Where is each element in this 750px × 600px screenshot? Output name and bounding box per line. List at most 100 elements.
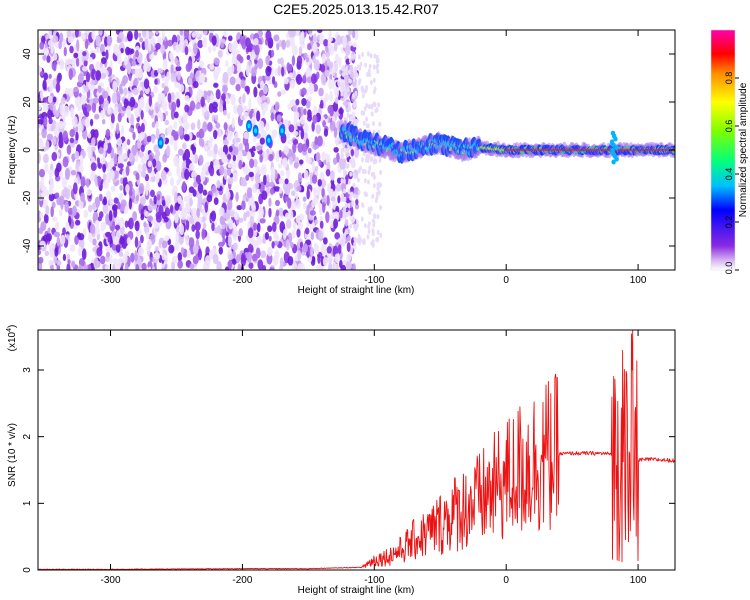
heat-cell bbox=[319, 220, 324, 229]
heat-cell bbox=[336, 34, 342, 46]
heat-cell bbox=[178, 83, 185, 93]
heat-cell bbox=[134, 220, 140, 232]
heat-cell bbox=[230, 64, 235, 74]
heat-cell bbox=[345, 163, 348, 169]
heat-cell bbox=[69, 128, 76, 138]
heat-cell bbox=[298, 46, 303, 56]
heat-cell bbox=[217, 49, 223, 58]
heat-cell bbox=[254, 44, 260, 56]
heat-cell bbox=[332, 157, 338, 165]
heat-cell bbox=[308, 83, 315, 95]
heat-cell bbox=[329, 107, 334, 117]
heat-cell bbox=[100, 156, 106, 165]
heat-cell bbox=[38, 139, 44, 150]
x-tick-label: -200 bbox=[232, 275, 252, 286]
heat-cell bbox=[56, 74, 61, 85]
heat-cell bbox=[367, 169, 371, 175]
heat-cell bbox=[301, 143, 308, 152]
heat-cell bbox=[280, 128, 284, 134]
heat-cell bbox=[372, 172, 376, 178]
heat-cell bbox=[173, 111, 179, 119]
heat-cell bbox=[161, 199, 166, 207]
heat-cell bbox=[178, 125, 184, 136]
heat-cell bbox=[280, 89, 287, 95]
heat-cell bbox=[325, 52, 330, 58]
heat-cell bbox=[232, 172, 238, 183]
heat-cell bbox=[92, 238, 97, 246]
heat-cell bbox=[353, 193, 356, 199]
heat-cell bbox=[355, 198, 359, 206]
heat-cell bbox=[316, 135, 323, 147]
heat-cell bbox=[207, 148, 213, 157]
heat-cell bbox=[201, 228, 206, 240]
heat-cell bbox=[166, 126, 173, 135]
heat-cell bbox=[376, 182, 380, 188]
heat-cell bbox=[247, 243, 254, 254]
heat-cell bbox=[361, 157, 364, 163]
heat-cell bbox=[55, 82, 61, 93]
heat-cell bbox=[278, 177, 285, 185]
heat-cell bbox=[376, 68, 380, 74]
heat-cell bbox=[214, 57, 220, 66]
heat-cell bbox=[288, 72, 293, 78]
heat-cell bbox=[148, 94, 153, 107]
heat-cell bbox=[217, 129, 222, 138]
heat-cell bbox=[222, 212, 229, 219]
heat-cell bbox=[48, 117, 53, 125]
heat-cell bbox=[154, 78, 158, 85]
heat-cell bbox=[76, 39, 80, 52]
heat-cell bbox=[299, 241, 304, 249]
heat-cell bbox=[202, 222, 207, 229]
snr-panel: -300 -200 -100 0 100 0 1 2 3 Height of straight… bbox=[6, 325, 676, 596]
heat-cell bbox=[132, 131, 136, 140]
heat-cell bbox=[334, 97, 339, 104]
heat-cell bbox=[287, 209, 294, 221]
heat-cell bbox=[303, 52, 308, 59]
heat-cell bbox=[177, 71, 181, 81]
heat-cell bbox=[204, 201, 209, 213]
heat-cell bbox=[105, 246, 112, 253]
heat-cell bbox=[111, 92, 118, 104]
heat-cell bbox=[103, 196, 107, 205]
heat-cell bbox=[245, 64, 250, 77]
heat-cell bbox=[101, 51, 106, 57]
heat-cell bbox=[55, 231, 60, 238]
heat-cell bbox=[117, 163, 124, 169]
heat-cell bbox=[161, 30, 166, 41]
heat-cell bbox=[119, 184, 123, 191]
heat-cell bbox=[241, 181, 248, 187]
heat-cell bbox=[320, 64, 326, 73]
heat-cell bbox=[340, 152, 344, 158]
heat-cell bbox=[151, 121, 156, 128]
heat-cell bbox=[140, 109, 144, 120]
heat-cell bbox=[343, 188, 346, 194]
heat-cell bbox=[343, 213, 347, 219]
heat-cell bbox=[242, 194, 247, 201]
heat-cell bbox=[367, 228, 371, 234]
snr-frame bbox=[37, 329, 676, 571]
heat-cell bbox=[169, 51, 174, 61]
heat-cell bbox=[191, 152, 196, 163]
heat-cell bbox=[155, 30, 159, 35]
heat-cell bbox=[169, 135, 174, 146]
heat-cell bbox=[374, 198, 378, 204]
heat-cell bbox=[91, 168, 95, 178]
heat-cell bbox=[228, 253, 234, 260]
heat-cell bbox=[376, 229, 380, 235]
heat-cell bbox=[244, 141, 250, 153]
heat-cell bbox=[228, 42, 234, 53]
heat-cell bbox=[84, 85, 89, 93]
heat-cell bbox=[191, 134, 197, 141]
heat-cell bbox=[221, 93, 226, 101]
heat-cell bbox=[259, 218, 266, 224]
heat-cell bbox=[183, 30, 190, 40]
heat-cell bbox=[208, 165, 212, 174]
heat-cell bbox=[62, 38, 66, 48]
heat-cell bbox=[225, 186, 230, 197]
heat-cell bbox=[196, 207, 200, 219]
heat-cell bbox=[254, 172, 260, 184]
heat-cell bbox=[333, 218, 339, 229]
heat-cell bbox=[347, 30, 353, 36]
heat-cell bbox=[321, 187, 325, 198]
